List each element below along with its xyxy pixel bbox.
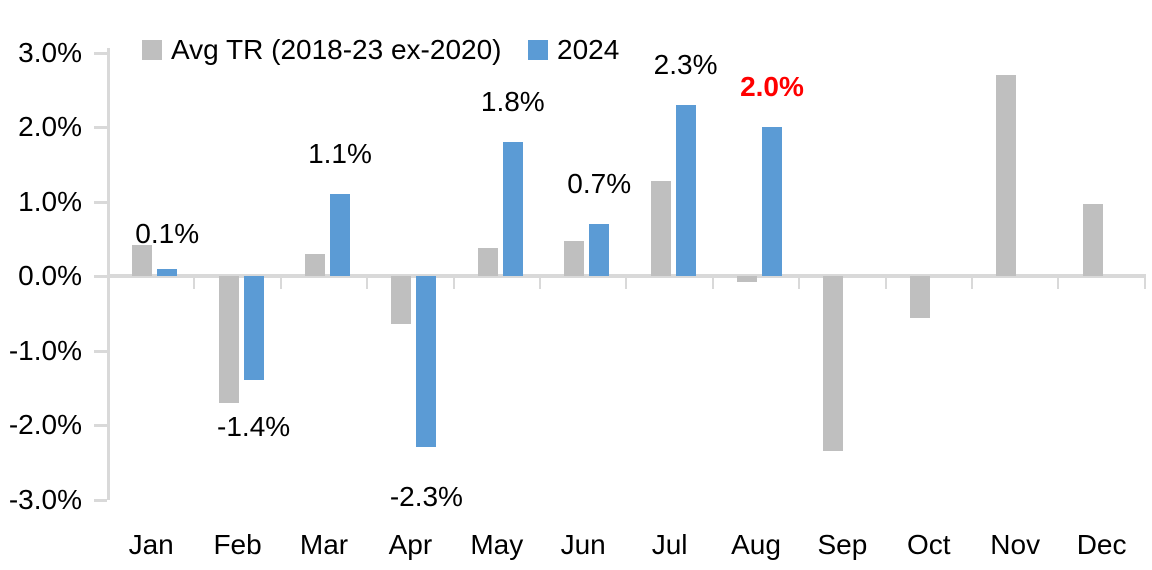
data-label-jul: 2.3% xyxy=(653,48,718,80)
data-label-apr: -2.3% xyxy=(389,481,463,513)
data-label-mar: 1.1% xyxy=(308,138,372,170)
x-tick-mark xyxy=(884,278,887,289)
avg-tr-bar-oct xyxy=(909,276,930,319)
avg-tr-bar-apr xyxy=(391,276,412,325)
x-tick-mark xyxy=(193,278,196,289)
y2024-bar-jul xyxy=(675,104,696,276)
x-tick-label-jul: Jul xyxy=(651,529,688,560)
data-label-jan: 0.1% xyxy=(135,217,200,249)
y2024-bar-mar xyxy=(330,194,350,276)
x-tick-label-aug: Aug xyxy=(731,529,781,560)
x-tick-mark xyxy=(366,278,369,289)
x-tick-mark xyxy=(1143,278,1146,289)
x-tick-mark xyxy=(107,278,109,289)
avg-tr-bar-jan xyxy=(132,244,153,276)
legend-label-avg-tr: Avg TR (2018-23 ex-2020) xyxy=(171,34,502,65)
avg-tr-bar-may xyxy=(477,248,498,276)
data-label-aug: 2.0% xyxy=(740,71,804,102)
avg-tr-bar-mar xyxy=(305,253,325,276)
y-tick-mark xyxy=(94,200,107,204)
y-tick-label--3.0%: -3.0% xyxy=(8,483,82,515)
x-tick-mark xyxy=(798,278,801,289)
y-tick-mark xyxy=(94,51,107,55)
y-tick-mark xyxy=(94,424,107,427)
y-tick-mark xyxy=(94,126,107,129)
y-tick-mark xyxy=(94,498,107,502)
y2024-bar-apr xyxy=(416,276,437,448)
chart-legend: Avg TR (2018-23 ex-2020) 2024 xyxy=(0,0,1152,70)
y2024-bar-jun xyxy=(589,223,610,276)
data-label-feb: -1.4% xyxy=(217,410,291,442)
x-tick-label-feb: Feb xyxy=(213,529,262,560)
x-tick-mark xyxy=(279,278,282,289)
y-tick-label-2.0%: 2.0% xyxy=(18,111,82,142)
x-tick-mark xyxy=(711,278,714,289)
y-tick-label-1.0%: 1.0% xyxy=(18,185,82,217)
data-label-may: 1.8% xyxy=(480,85,545,117)
y-tick-label--2.0%: -2.0% xyxy=(8,409,82,440)
x-axis-line xyxy=(107,274,1146,278)
x-tick-label-mar: Mar xyxy=(299,529,349,560)
y-tick-label--1.0%: -1.0% xyxy=(8,334,82,366)
avg-tr-bar-nov xyxy=(996,74,1017,276)
y2024-bar-feb xyxy=(243,276,264,381)
avg-tr-bar-jul xyxy=(650,181,671,276)
x-tick-mark xyxy=(1057,278,1060,289)
legend-label-2024: 2024 xyxy=(557,34,620,65)
legend-item-avg-tr: Avg TR (2018-23 ex-2020) xyxy=(142,34,502,66)
x-tick-label-jan: Jan xyxy=(128,529,174,560)
x-tick-label-sep: Sep xyxy=(817,529,868,560)
avg-tr-bar-aug xyxy=(737,276,757,282)
x-tick-label-may: May xyxy=(470,529,524,560)
x-tick-mark xyxy=(625,278,628,289)
avg-tr-legend-swatch-icon xyxy=(142,40,162,60)
y2024-bar-aug xyxy=(762,127,782,276)
avg-tr-bar-jun xyxy=(564,240,585,276)
avg-tr-bar-sep xyxy=(823,276,844,452)
x-tick-mark xyxy=(971,278,973,289)
y-tick-label-0.0%: 0.0% xyxy=(18,260,82,291)
y2024-bar-may xyxy=(502,141,523,276)
avg-tr-bar-dec xyxy=(1082,203,1103,276)
y2024-bar-jan xyxy=(157,268,178,276)
y-tick-mark xyxy=(94,275,107,278)
x-tick-label-dec: Dec xyxy=(1076,529,1127,560)
x-tick-label-nov: Nov xyxy=(990,529,1041,560)
year-2024-legend-swatch-icon xyxy=(528,40,548,60)
x-tick-label-apr: Apr xyxy=(388,529,433,560)
avg-tr-bar-feb xyxy=(218,276,239,403)
y-tick-label-3.0%: 3.0% xyxy=(18,36,82,68)
x-tick-label-jun: Jun xyxy=(560,529,606,560)
y-tick-mark xyxy=(94,349,107,353)
x-tick-mark xyxy=(452,278,455,289)
x-tick-label-oct: Oct xyxy=(907,529,951,560)
x-tick-mark xyxy=(539,278,541,289)
legend-item-2024: 2024 xyxy=(528,34,619,66)
data-label-jun: 0.7% xyxy=(567,167,632,199)
